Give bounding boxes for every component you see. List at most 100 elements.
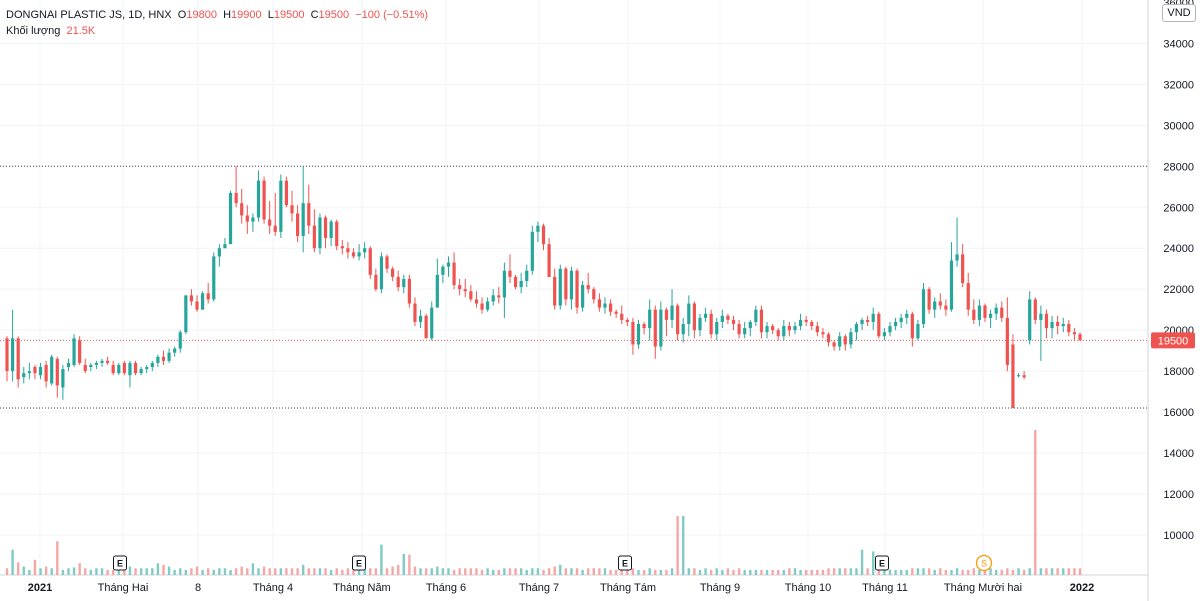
volume-bar xyxy=(888,569,892,575)
volume-bar xyxy=(151,568,154,575)
volume-bar xyxy=(39,568,42,575)
volume-bar xyxy=(156,563,160,575)
volume-bar xyxy=(765,569,769,575)
volume-bar xyxy=(944,569,948,575)
volume-bar xyxy=(899,569,903,575)
volume-bar xyxy=(67,568,70,575)
candle-body xyxy=(296,213,300,236)
volume-bar xyxy=(257,568,260,575)
volume-bar xyxy=(436,566,439,575)
candle-body xyxy=(223,244,227,249)
candle-body xyxy=(33,367,37,374)
candle-body xyxy=(871,313,875,322)
candle-body xyxy=(759,309,764,333)
volume-bar xyxy=(475,568,478,575)
candle-body xyxy=(184,295,188,333)
candle-body xyxy=(653,309,657,347)
volume-bar xyxy=(637,569,640,575)
candle-body xyxy=(217,248,221,257)
candle-body xyxy=(541,225,546,245)
candle-body xyxy=(189,295,194,302)
candle-body xyxy=(105,360,110,363)
currency-badge[interactable]: VND xyxy=(1162,4,1196,22)
candle-body xyxy=(329,221,333,238)
volume-bar xyxy=(229,569,232,575)
x-tick-label: Tháng Hai xyxy=(98,582,149,594)
candle-body xyxy=(491,295,495,302)
candle-body xyxy=(27,371,31,374)
candle-body xyxy=(754,309,758,322)
x-tick-label: Tháng 10 xyxy=(785,582,831,594)
candle-body xyxy=(1000,307,1004,318)
y-tick-label: 22000 xyxy=(1163,284,1194,296)
candle-body xyxy=(195,301,199,310)
candle-body xyxy=(743,328,747,335)
candle-body xyxy=(38,367,43,376)
volume-bar xyxy=(737,568,741,575)
volume-bar xyxy=(676,515,679,575)
volume-bar xyxy=(369,568,372,575)
candle-body xyxy=(374,274,378,290)
candle-body xyxy=(955,254,959,261)
volume-bar xyxy=(972,568,976,575)
volume-bar xyxy=(33,559,37,575)
volume-bar xyxy=(983,569,987,575)
candle-body xyxy=(821,332,825,335)
open-label: O xyxy=(177,9,187,21)
candle-body xyxy=(698,317,702,331)
candle-body xyxy=(262,180,266,220)
volume-bar xyxy=(251,563,255,575)
volume-bar xyxy=(430,568,433,575)
volume-bar xyxy=(609,569,612,575)
volume-bar xyxy=(419,568,422,575)
candle-body xyxy=(692,303,696,331)
volume-bar xyxy=(296,568,299,575)
candle-body xyxy=(346,248,350,253)
volume-bar xyxy=(754,569,758,575)
candle-body xyxy=(921,289,926,324)
volume-bar xyxy=(497,569,500,575)
volume-bar xyxy=(788,568,791,575)
volume-bar xyxy=(838,568,841,575)
volume-bar xyxy=(799,569,802,575)
volume-bar xyxy=(469,568,473,575)
candle-body xyxy=(391,268,395,277)
candle-body xyxy=(787,326,791,331)
volume-bar xyxy=(670,568,674,575)
volume-bar xyxy=(598,568,601,575)
candle-body xyxy=(782,326,786,337)
volume-bar xyxy=(1022,569,1026,575)
candle-body xyxy=(1033,299,1037,320)
volume-bar xyxy=(559,564,562,575)
volume-bar xyxy=(855,568,858,575)
volume-bar xyxy=(1006,568,1009,575)
volume-bar xyxy=(536,568,540,575)
y-tick-label: 30000 xyxy=(1163,120,1194,132)
y-tick-label: 28000 xyxy=(1163,161,1194,173)
volume-bar xyxy=(883,568,886,575)
volume-bar xyxy=(480,569,484,575)
candle-body xyxy=(519,280,523,288)
candle-body xyxy=(776,330,780,337)
candle-body xyxy=(128,362,132,376)
candle-body xyxy=(849,332,853,345)
volume-bar xyxy=(447,568,450,575)
volume-bar xyxy=(592,568,595,575)
candle-body xyxy=(474,299,479,304)
volume-bar xyxy=(179,568,182,575)
candle-body xyxy=(145,367,149,370)
volume-bar xyxy=(201,569,204,575)
candle-body xyxy=(94,362,99,365)
y-tick-label: 26000 xyxy=(1163,202,1194,214)
candle-body xyxy=(726,315,730,320)
volume-bar xyxy=(620,569,623,575)
candle-body xyxy=(670,305,674,320)
volume-bar xyxy=(341,569,344,575)
volume-bar xyxy=(78,563,81,575)
volume-bar xyxy=(575,568,579,575)
candle-body xyxy=(251,217,255,222)
event-label: E xyxy=(879,559,885,569)
volume-bar xyxy=(743,569,746,575)
volume-bar xyxy=(927,568,931,575)
